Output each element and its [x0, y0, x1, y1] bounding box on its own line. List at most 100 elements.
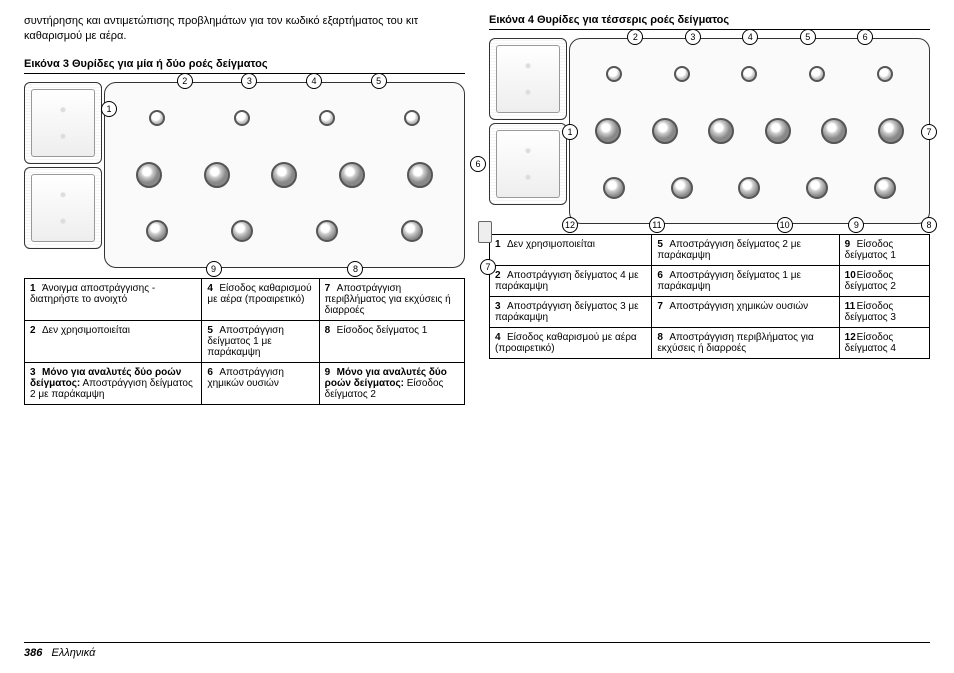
legend-num: 3: [30, 367, 42, 378]
callout-6: 6: [857, 29, 873, 45]
case-stack-icon: [489, 38, 567, 224]
legend-text: Είσοδος δείγματος 1: [337, 325, 428, 336]
legend-num: 7: [657, 301, 669, 312]
legend-text: Αποστράγγιση δείγματος 2 με παράκαμψη: [657, 239, 801, 261]
page-number: 386: [24, 647, 42, 659]
port-icon: [204, 162, 230, 188]
port-icon: [806, 177, 828, 199]
legend-text: Άνοιγμα αποστράγγισης - διατηρήστε το αν…: [30, 283, 155, 305]
drain-plug-icon: [478, 221, 492, 243]
port-icon: [821, 118, 847, 144]
port-icon: [407, 162, 433, 188]
callout-3: 3: [685, 29, 701, 45]
panel-3: 1 2 3 4 5 6 7 8 9: [104, 82, 465, 268]
callout-8: 8: [921, 217, 937, 233]
port-icon: [404, 110, 420, 126]
callout-5: 5: [800, 29, 816, 45]
port-icon: [671, 177, 693, 199]
port-icon: [339, 162, 365, 188]
callout-1: 1: [101, 101, 117, 117]
callout-2: 2: [177, 73, 193, 89]
legend-text: Αποστράγγιση δείγματος 3 με παράκαμψη: [495, 301, 639, 323]
port-icon: [878, 118, 904, 144]
port-icon: [874, 177, 896, 199]
ports-grid: [115, 93, 454, 257]
legend-text: Δεν χρησιμοποιείται: [507, 239, 595, 250]
port-icon: [741, 66, 757, 82]
legend-text: Μόνο για αναλυτές δύο ροών δείγματος: Εί…: [325, 367, 447, 400]
callout-10: 10: [777, 217, 793, 233]
callout-4: 4: [306, 73, 322, 89]
ports-grid: [580, 49, 919, 213]
port-icon: [595, 118, 621, 144]
legend-num: 8: [657, 332, 669, 343]
callout-9: 9: [206, 261, 222, 277]
callout-5: 5: [371, 73, 387, 89]
left-column: συντήρησης και αντιμετώπισης προβλημάτων…: [24, 14, 465, 620]
port-icon: [401, 220, 423, 242]
legend-num: 11: [845, 301, 857, 312]
panel-4: 1 2 3 4 5 6 7 8 9 10 11 12: [569, 38, 930, 224]
case-stack-icon: [24, 82, 102, 268]
callout-8: 8: [347, 261, 363, 277]
legend-num: 9: [845, 239, 857, 250]
port-icon: [603, 177, 625, 199]
port-icon: [231, 220, 253, 242]
port-icon: [606, 66, 622, 82]
figure3-diagram: 1 2 3 4 5 6 7 8 9: [24, 82, 465, 268]
port-icon: [708, 118, 734, 144]
legend-num: 5: [657, 239, 669, 250]
legend-num: 2: [495, 270, 507, 281]
case-bottom-icon: [489, 123, 567, 205]
port-icon: [316, 220, 338, 242]
callout-12: 12: [562, 217, 578, 233]
case-top-icon: [24, 82, 102, 164]
page-footer: 386 Ελληνικά: [24, 642, 930, 659]
legend-num: 3: [495, 301, 507, 312]
legend-num: 9: [325, 367, 337, 378]
legend-text: Αποστράγγιση δείγματος 1 με παράκαμψη: [207, 325, 284, 358]
figure3-title: Εικόνα 3 Θυρίδες για μία ή δύο ροές δείγ…: [24, 58, 465, 74]
callout-3: 3: [241, 73, 257, 89]
callout-7: 7: [921, 124, 937, 140]
figure4-title: Εικόνα 4 Θυρίδες για τέσσερις ροές δείγμ…: [489, 14, 930, 30]
legend-text: Αποστράγγιση περιβλήματος για εκχύσεις ή…: [657, 332, 813, 354]
callout-2: 2: [627, 29, 643, 45]
right-column: Εικόνα 4 Θυρίδες για τέσσερις ροές δείγμ…: [489, 14, 930, 620]
legend-num: 4: [207, 283, 219, 294]
legend-num: 1: [495, 239, 507, 250]
callout-9: 9: [848, 217, 864, 233]
port-icon: [271, 162, 297, 188]
callout-4: 4: [742, 29, 758, 45]
callout-1: 1: [562, 124, 578, 140]
legend-num: 2: [30, 325, 42, 336]
case-bottom-icon: [24, 167, 102, 249]
legend-text: Αποστράγγιση δείγματος 1 με παράκαμψη: [657, 270, 801, 292]
legend-num: 10: [845, 270, 857, 281]
port-icon: [319, 110, 335, 126]
intro-text: συντήρησης και αντιμετώπισης προβλημάτων…: [24, 14, 465, 44]
port-icon: [652, 118, 678, 144]
legend-text: Δεν χρησιμοποιείται: [42, 325, 130, 336]
legend-num: 8: [325, 325, 337, 336]
legend-num: 12: [845, 332, 857, 343]
legend-num: 6: [657, 270, 669, 281]
callout-7: 7: [480, 259, 496, 275]
legend-num: 7: [325, 283, 337, 294]
legend-text: Μόνο για αναλυτές δύο ροών δείγματος: Απ…: [30, 367, 193, 400]
legend-num: 5: [207, 325, 219, 336]
port-icon: [877, 66, 893, 82]
legend-text: Αποστράγγιση περιβλήματος για εκχύσεις ή…: [325, 283, 451, 316]
legend-num: 4: [495, 332, 507, 343]
port-icon: [809, 66, 825, 82]
callout-11: 11: [649, 217, 665, 233]
callout-6: 6: [470, 156, 486, 172]
page-language: Ελληνικά: [52, 647, 96, 659]
port-icon: [234, 110, 250, 126]
figure4-legend: 1Δεν χρησιμοποιείται 5Αποστράγγιση δείγμ…: [489, 234, 930, 359]
port-icon: [738, 177, 760, 199]
legend-text: Αποστράγγιση χημικών ουσιών: [669, 301, 808, 312]
port-icon: [136, 162, 162, 188]
case-top-icon: [489, 38, 567, 120]
legend-num: 6: [207, 367, 219, 378]
